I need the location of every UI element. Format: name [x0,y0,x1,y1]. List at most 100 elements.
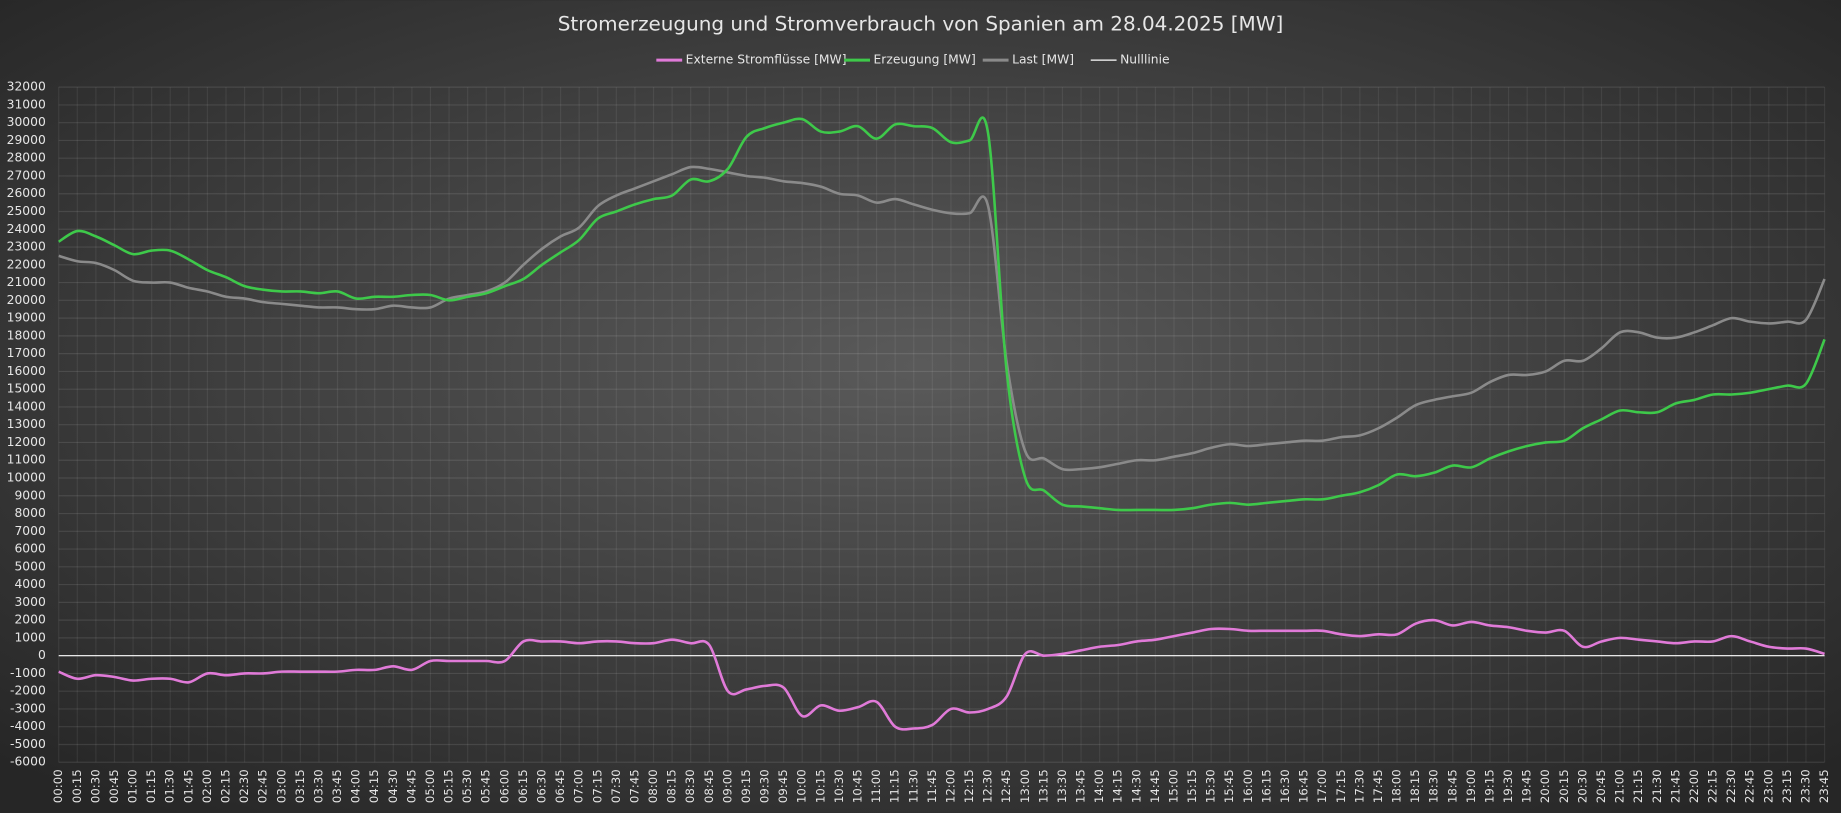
y-tick-label: 9000 [14,488,46,502]
y-tick-label: -5000 [10,737,46,751]
x-tick-label: 10:15 [813,769,827,803]
x-tick-label: 16:30 [1278,769,1292,803]
legend-label: Erzeugung [MW] [874,53,976,67]
x-tick-label: 01:45 [181,769,195,803]
x-tick-label: 00:00 [51,769,65,803]
x-tick-label: 19:15 [1482,769,1496,803]
x-tick-label: 06:15 [516,769,530,803]
x-tick-label: 03:15 [293,769,307,803]
x-tick-label: 22:45 [1743,769,1757,803]
x-tick-label: 18:15 [1408,769,1422,803]
y-tick-label: 4000 [14,577,46,591]
y-tick-label: 10000 [7,470,46,484]
x-tick-label: 17:15 [1334,769,1348,803]
x-tick-label: 12:30 [981,769,995,803]
y-tick-label: -3000 [10,701,46,715]
y-tick-label: 3000 [14,595,46,609]
x-tick-label: 07:30 [609,769,623,803]
x-tick-label: 11:00 [869,769,883,803]
x-tick-label: 08:00 [646,769,660,803]
y-tick-label: 12000 [7,435,46,449]
x-tick-label: 06:00 [497,769,511,803]
series-line [58,165,1826,472]
x-tick-label: 05:00 [423,769,437,803]
x-tick-label: 04:15 [367,769,381,803]
x-tick-label: 16:45 [1297,769,1311,803]
x-tick-label: 20:30 [1575,769,1589,803]
x-tick-label: 12:45 [999,769,1013,803]
chart-title: Stromerzeugung und Stromverbrauch von Sp… [558,11,1283,35]
y-tick-label: -2000 [10,684,46,698]
x-tick-label: 20:45 [1594,769,1608,803]
x-tick-label: 19:45 [1520,769,1534,803]
x-tick-label: 09:15 [739,769,753,803]
x-tick-label: 23:15 [1780,769,1794,803]
x-tick-label: 12:15 [962,769,976,803]
x-tick-label: 02:45 [256,769,270,803]
y-tick-label: 19000 [7,311,46,325]
x-tick-label: 09:45 [776,769,790,803]
y-tick-label: 22000 [7,257,46,271]
x-tick-label: 04:30 [386,769,400,803]
x-tick-label: 08:30 [683,769,697,803]
x-tick-label: 11:30 [906,769,920,803]
x-tick-label: 03:45 [330,769,344,803]
x-tick-label: 23:00 [1761,769,1775,803]
y-tick-label: 24000 [7,222,46,236]
y-tick-label: 0 [38,648,46,662]
x-tick-label: 08:45 [702,769,716,803]
y-tick-label: 1000 [14,630,46,644]
x-tick-label: 19:30 [1501,769,1515,803]
y-tick-label: -4000 [10,719,46,733]
y-tick-label: 14000 [7,399,46,413]
x-tick-label: 00:30 [88,769,102,803]
x-tick-label: 18:30 [1427,769,1441,803]
x-tick-label: 22:15 [1706,769,1720,803]
y-tick-label: 21000 [7,275,46,289]
x-tick-label: 05:45 [479,769,493,803]
x-tick-label: 13:00 [1018,769,1032,803]
y-tick-label: 15000 [7,382,46,396]
x-tick-label: 17:45 [1371,769,1385,803]
x-tick-label: 01:15 [144,769,158,803]
x-tick-label: 21:45 [1668,769,1682,803]
x-tick-label: 14:00 [1092,769,1106,803]
x-tick-label: 13:45 [1074,769,1088,803]
legend-label: Last [MW] [1012,53,1074,67]
x-tick-label: 22:00 [1687,769,1701,803]
x-tick-label: 16:15 [1259,769,1273,803]
x-tick-label: 17:00 [1315,769,1329,803]
y-tick-label: 26000 [7,186,46,200]
y-tick-label: 16000 [7,364,46,378]
x-tick-label: 13:30 [1055,769,1069,803]
x-tick-label: 23:45 [1817,769,1831,803]
y-tick-label: 31000 [7,97,46,111]
x-tick-label: 09:30 [758,769,772,803]
legend-label: Nulllinie [1120,53,1169,67]
x-tick-label: 10:45 [850,769,864,803]
x-tick-label: 02:15 [218,769,232,803]
x-tick-label: 10:00 [795,769,809,803]
x-tick-label: 11:15 [888,769,902,803]
x-tick-label: 17:30 [1352,769,1366,803]
x-tick-label: 10:30 [832,769,846,803]
y-tick-label: 8000 [14,506,46,520]
y-tick-label: 23000 [7,240,46,254]
y-tick-label: 7000 [14,524,46,538]
x-tick-label: 20:00 [1538,769,1552,803]
x-tick-label: 21:30 [1650,769,1664,803]
x-tick-label: 02:30 [237,769,251,803]
x-tick-label: 12:00 [943,769,957,803]
x-tick-label: 04:00 [349,769,363,803]
x-tick-label: 20:15 [1557,769,1571,803]
x-tick-label: 01:00 [126,769,140,803]
y-tick-label: 29000 [7,133,46,147]
y-tick-label: 17000 [7,346,46,360]
x-tick-label: 00:45 [107,769,121,803]
x-tick-label: 23:30 [1798,769,1812,803]
x-tick-label: 04:45 [404,769,418,803]
y-tick-label: 11000 [7,453,46,467]
x-tick-label: 07:15 [590,769,604,803]
